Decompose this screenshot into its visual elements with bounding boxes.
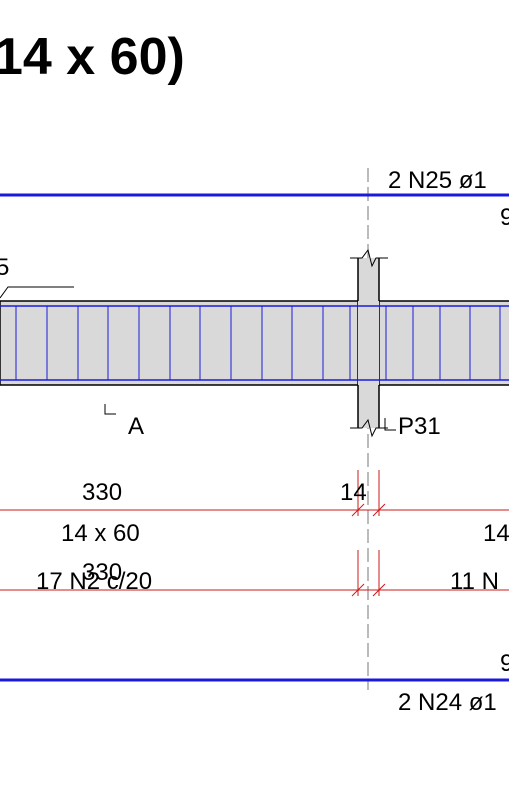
stirrups-group bbox=[15, 306, 501, 380]
stirrup-partial-label: 5 bbox=[0, 254, 9, 281]
dimension-slash bbox=[372, 503, 386, 517]
top-rebar-extra: 9 bbox=[500, 204, 509, 231]
beam-right-span bbox=[378, 300, 509, 386]
pillar-marker-symbol bbox=[384, 418, 396, 431]
top-rebar-label: 2 N25 ø1 bbox=[388, 167, 487, 194]
bottom-rebar-extra: 9 bbox=[500, 650, 509, 677]
section-marker-label: A bbox=[128, 413, 144, 440]
beam-left-span bbox=[0, 300, 359, 386]
stirrup-spec-right-label: 11 N bbox=[450, 568, 499, 595]
section-dims-partial-label: 14 bbox=[483, 520, 509, 547]
stirrup-length-label: 330 bbox=[82, 559, 122, 586]
stirrup-leader bbox=[0, 286, 74, 299]
section-dims-label: 14 x 60 bbox=[61, 520, 140, 547]
stirrup-spec-label: 17 N2 c/20 bbox=[36, 568, 152, 595]
drawing-title: 14 x 60) bbox=[0, 28, 185, 86]
bottom-rebar-label: 2 N24 ø1 bbox=[398, 689, 497, 716]
dimension-slash bbox=[351, 583, 365, 597]
dimension-slash bbox=[372, 583, 386, 597]
pillar-width-label: 14 bbox=[340, 479, 367, 506]
span-length-label: 330 bbox=[82, 479, 122, 506]
pillar-section bbox=[358, 258, 379, 428]
section-marker-symbol bbox=[104, 404, 116, 415]
break-symbol bbox=[350, 418, 388, 438]
dimension-slash bbox=[351, 503, 365, 517]
break-symbol bbox=[350, 248, 388, 268]
pillar-label: P31 bbox=[398, 413, 441, 440]
